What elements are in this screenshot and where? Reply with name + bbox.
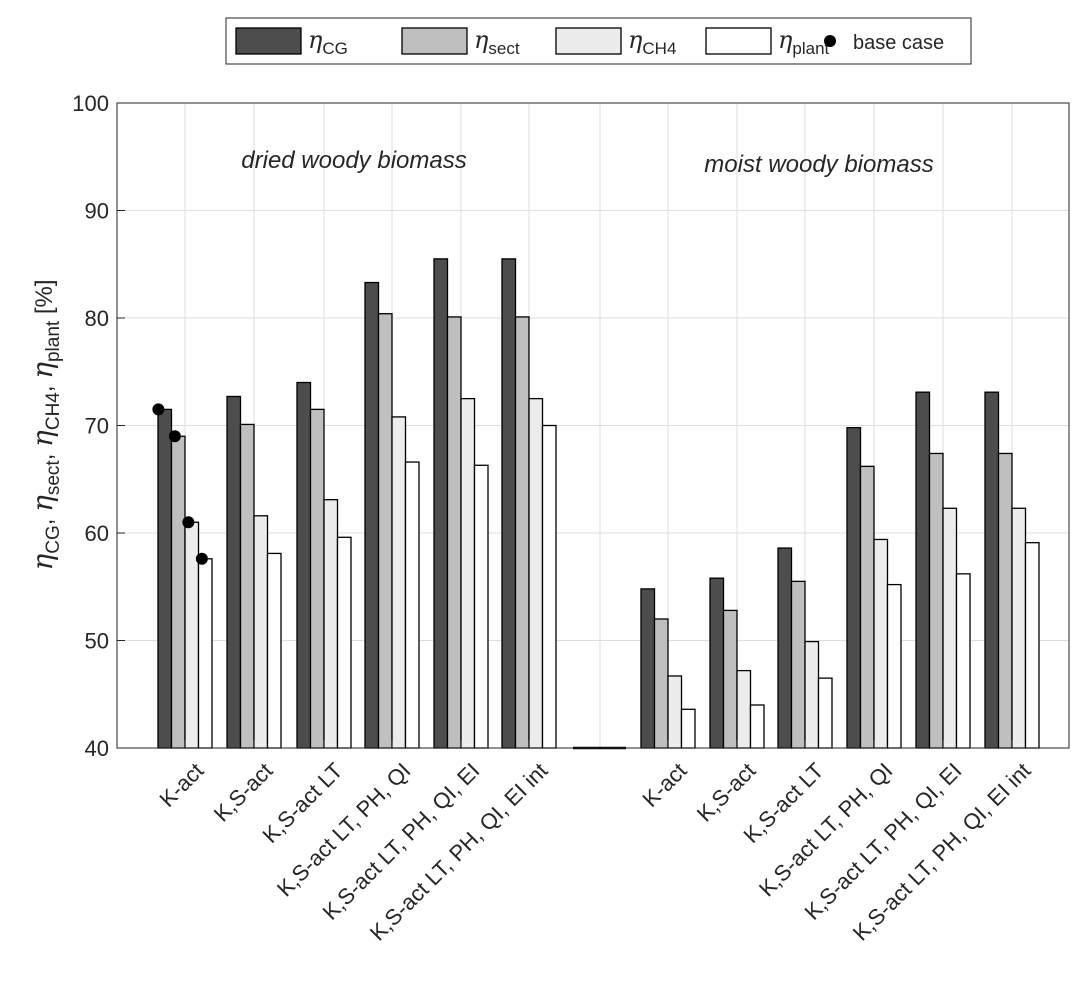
bar-g0-s2-c0 xyxy=(184,521,200,749)
y-tick-label-2: 60 xyxy=(85,521,109,546)
bar-g0-s2-c1 xyxy=(253,515,269,749)
legend: ηCG ηsect ηCH4 ηplant base case xyxy=(225,17,972,65)
bar-g0-s0-c1 xyxy=(226,395,242,749)
bar-g0-s3-c5 xyxy=(541,424,557,749)
base-case-marker-1 xyxy=(168,430,181,443)
bar-g1-s1-c0 xyxy=(653,618,669,749)
legend-swatch-2 xyxy=(555,27,622,55)
bar-g0-s0-c3 xyxy=(364,281,380,749)
bar-g0-s3-c0 xyxy=(197,558,213,749)
bars xyxy=(157,258,1040,750)
y-label-symbol-3: η xyxy=(26,362,59,379)
bar-g1-s0-c5 xyxy=(984,391,1000,749)
y-label-separator-2: , xyxy=(31,379,58,392)
bar-g1-s1-c4 xyxy=(928,452,944,749)
base-case-markers xyxy=(152,403,208,565)
bar-g1-s3-c5 xyxy=(1024,542,1040,749)
bar-g0-s2-c3 xyxy=(391,416,407,749)
bar-g0-s2-c5 xyxy=(528,397,544,749)
y-tick-label-6: 100 xyxy=(72,91,109,116)
y-tick-label-3: 70 xyxy=(85,414,109,439)
y-tick-label-1: 50 xyxy=(85,629,109,654)
bar-g1-s0-c4 xyxy=(915,391,931,749)
x-category-label-g0-c0: K-act xyxy=(155,758,209,812)
x-category-label-g1-c0: K-act xyxy=(638,758,692,812)
y-axis-ticks: 40 50 60 70 80 90 100 xyxy=(72,91,1013,761)
legend-label-3: ηplant xyxy=(778,26,830,58)
bar-g1-s1-c5 xyxy=(997,452,1013,749)
bar-g0-s1-c4 xyxy=(446,316,462,749)
group-label-1: moist woody biomass xyxy=(704,151,933,178)
y-label-subscript-2: CH4 xyxy=(43,392,64,430)
bar-g0-s3-c1 xyxy=(266,552,282,749)
bar-g0-s1-c0 xyxy=(170,435,186,749)
bar-g0-s2-c4 xyxy=(460,397,476,749)
bar-g1-s2-c0 xyxy=(667,675,683,749)
y-label-subscript-0: CG xyxy=(43,525,64,554)
y-label-separator-0: , xyxy=(31,512,58,525)
bar-g0-s3-c4 xyxy=(473,464,489,749)
legend-swatch-1 xyxy=(401,27,468,55)
y-label-separator-3 xyxy=(31,314,58,321)
bar-g0-s0-c5 xyxy=(501,258,517,749)
y-label-symbol-1: η xyxy=(26,495,59,512)
bar-g0-s1-c5 xyxy=(514,316,530,749)
bar-g1-s3-c1 xyxy=(749,704,765,749)
bar-g1-s0-c1 xyxy=(709,577,725,749)
group-labels: dried woody biomass moist woody biomass xyxy=(241,147,933,178)
base-case-marker-2 xyxy=(182,516,195,529)
bar-g1-s3-c4 xyxy=(955,573,971,749)
base-case-marker-0 xyxy=(152,403,165,416)
bar-g1-s2-c1 xyxy=(736,669,752,749)
bar-g0-s3-c3 xyxy=(404,461,420,749)
y-tick-label-0: 40 xyxy=(85,736,109,761)
bar-g1-s1-c3 xyxy=(859,465,875,749)
x-category-label-g1-c1: K,S-act xyxy=(692,758,761,827)
bar-g0-s0-c2 xyxy=(296,381,312,749)
bar-g0-s3-c2 xyxy=(336,536,352,749)
bar-g0-s1-c3 xyxy=(377,313,393,749)
y-axis-label: ηCG, ηsect, ηCH4, ηplant [%] xyxy=(26,279,64,570)
bar-g1-s0-c2 xyxy=(777,547,793,749)
bar-g1-s0-c3 xyxy=(846,426,862,749)
legend-marker-base-case xyxy=(824,35,836,47)
bar-g1-s3-c3 xyxy=(886,583,902,749)
bar-g1-s1-c2 xyxy=(790,580,806,749)
y-label-separator-1: , xyxy=(31,447,58,460)
bar-g1-s0-c0 xyxy=(640,588,656,749)
group-label-0: dried woody biomass xyxy=(241,147,466,174)
y-label-unit: [%] xyxy=(31,279,58,314)
legend-swatch-0 xyxy=(235,27,302,55)
y-label-symbol-0: η xyxy=(26,554,59,571)
x-category-label-g0-c1: K,S-act xyxy=(209,758,278,827)
legend-label-2: ηCH4 xyxy=(628,26,676,58)
y-label-subscript-3: plant xyxy=(43,320,64,362)
bar-g1-s3-c2 xyxy=(817,677,833,749)
bar-g1-s2-c3 xyxy=(873,538,889,749)
legend-label-1: ηsect xyxy=(474,26,520,58)
y-tick-label-4: 80 xyxy=(85,306,109,331)
legend-label-base-case: base case xyxy=(853,32,944,54)
bar-g1-s1-c1 xyxy=(722,609,738,749)
bar-g0-s0-c4 xyxy=(433,258,449,749)
legend-swatch-3 xyxy=(705,27,772,55)
y-label-subscript-1: sect xyxy=(43,460,64,496)
bar-g0-s2-c2 xyxy=(323,499,339,749)
base-case-marker-3 xyxy=(195,552,208,565)
y-tick-label-5: 90 xyxy=(85,199,109,224)
bar-g0-s0-c0 xyxy=(157,408,173,749)
bar-g0-s1-c2 xyxy=(309,408,325,749)
y-label-symbol-2: η xyxy=(26,430,59,447)
y-axis-label-text: ηCG, ηsect, ηCH4, ηplant [%] xyxy=(26,279,64,570)
bar-g1-s3-c0 xyxy=(680,708,696,749)
bar-g0-s1-c1 xyxy=(239,423,255,749)
bar-g1-s2-c5 xyxy=(1011,507,1027,749)
legend-label-0: ηCG xyxy=(308,26,348,58)
bar-g1-s2-c4 xyxy=(942,507,958,749)
bar-g1-s2-c2 xyxy=(804,640,820,749)
